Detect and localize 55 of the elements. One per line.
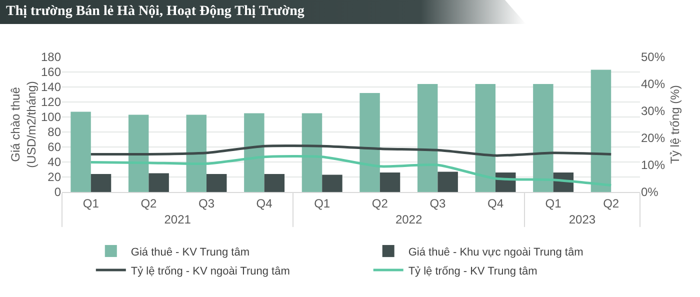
y-tick-label: 120: [40, 95, 62, 110]
x-tick-label: Q2: [603, 196, 620, 210]
bar: [186, 114, 206, 192]
line-series: [90, 155, 612, 186]
bar: [244, 113, 264, 192]
y-tick-label: 100: [40, 110, 62, 124]
bar: [206, 174, 227, 192]
y-axis-title: Giá chào thuê (USD/m2/tháng): [8, 81, 38, 168]
legend-label: Giá thuê - KV Trung tâm: [130, 246, 250, 258]
bar: [128, 114, 149, 192]
bar: [533, 84, 554, 192]
text: 2022: [395, 212, 422, 226]
x-tick-label: Q1: [314, 196, 330, 210]
bar: [438, 172, 458, 192]
y-tick-label: 60: [48, 140, 62, 154]
legend-label: Giá thuê - Khu vực ngoài Trung tâm: [408, 246, 584, 258]
legend-label: Tỷ lệ trống - KV Trung tâm: [408, 265, 538, 278]
y2-tick-label: 10%: [641, 158, 666, 172]
bar: [380, 172, 400, 192]
text: 2021: [164, 212, 192, 226]
line-series: [90, 144, 612, 157]
bar: [302, 113, 322, 192]
text: 2023: [568, 212, 596, 226]
bar: [70, 112, 91, 192]
x-tick-label: Q1: [545, 196, 562, 210]
bar: [475, 84, 496, 192]
bar: [90, 174, 112, 192]
y-tick-label: 160: [40, 65, 62, 80]
y2-tick-label: 0%: [641, 185, 659, 200]
bar: [360, 93, 380, 192]
legend-label: Tỷ lệ trống - KV ngoài Trung tâm: [130, 265, 290, 278]
bar: [417, 84, 438, 192]
y-tick-label: 140: [40, 80, 62, 94]
y-tick-label: 80: [48, 125, 62, 140]
bar: [590, 70, 612, 192]
x-tick-label: Q2: [372, 196, 388, 210]
y2-tick-label: 50%: [641, 50, 666, 64]
y-tick-label: 20: [48, 170, 62, 184]
bar: [264, 174, 285, 192]
x-tick-label: Q3: [430, 196, 446, 210]
x-tick-label: Q4: [256, 196, 273, 210]
y2-axis-title: Tỷ lệ trống (%): [668, 85, 682, 164]
x-tick-label: Q2: [140, 196, 158, 210]
y-tick-label: 0: [54, 185, 62, 200]
bar: [148, 173, 169, 192]
y2-tick-label: 30%: [641, 104, 666, 118]
y2-tick-label: 20%: [641, 131, 666, 146]
x-tick-label: Q1: [82, 196, 100, 210]
x-tick-label: Q3: [198, 196, 215, 210]
chart-title: Thị trường Bán lẻ Hà Nội, Hoạt Động Thị Trường: [0, 0, 526, 24]
bar: [322, 174, 342, 192]
x-tick-label: Q4: [487, 196, 504, 210]
y-tick-label: 40: [48, 155, 62, 170]
y2-tick-label: 40%: [641, 77, 666, 92]
y-tick-label: 180: [40, 50, 62, 64]
